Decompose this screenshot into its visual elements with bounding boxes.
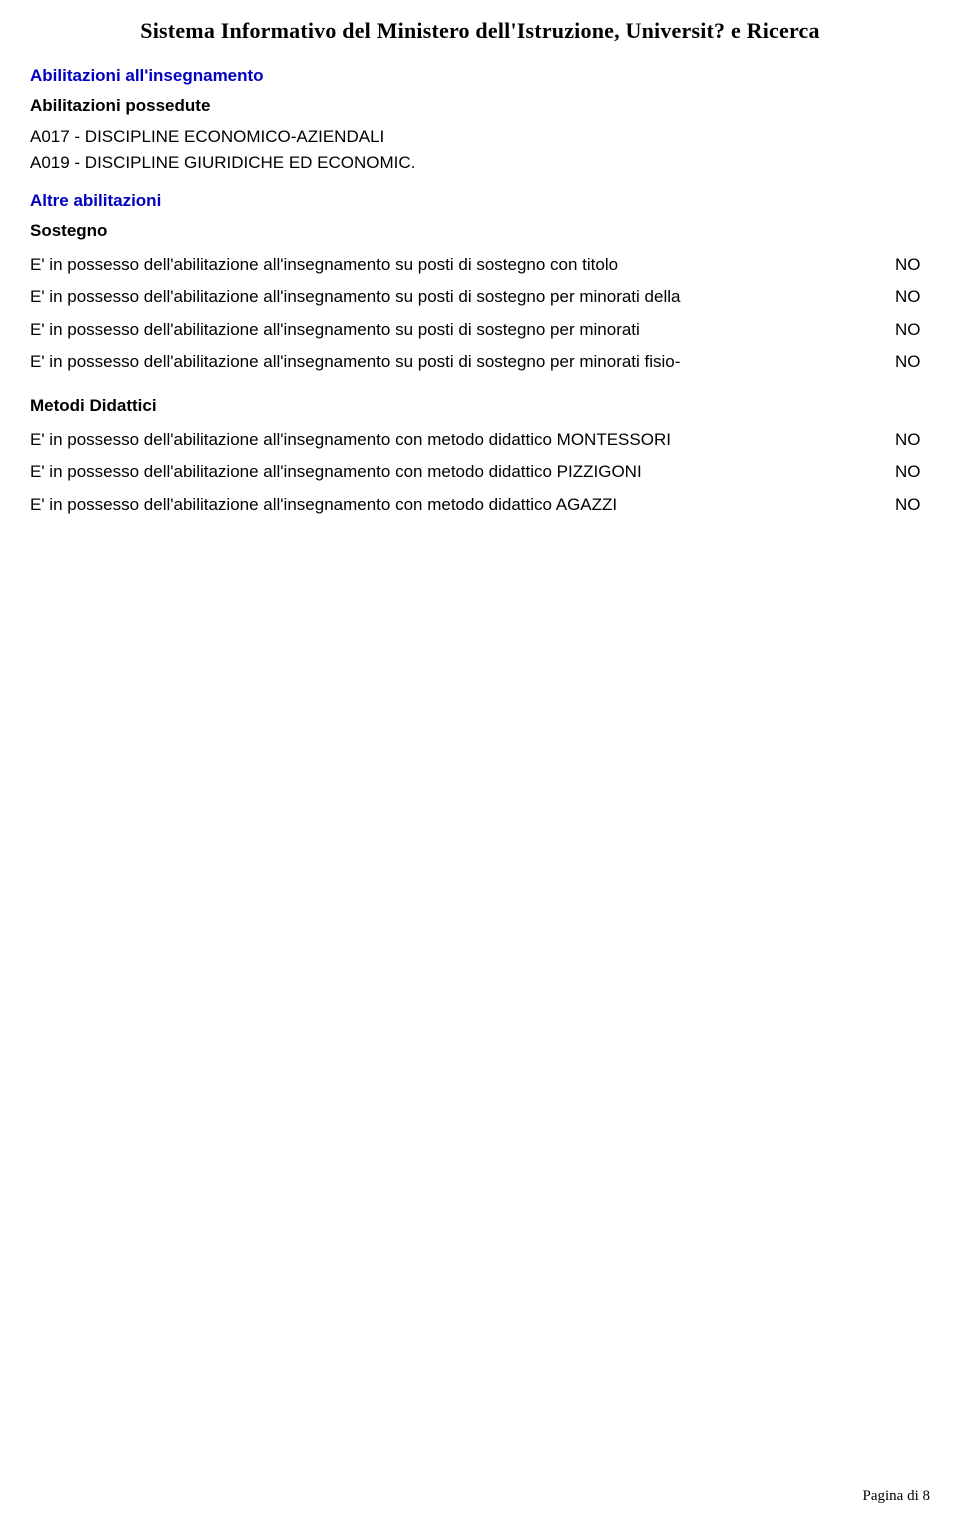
row-value: NO xyxy=(895,456,930,488)
heading-abilitazioni-possedute: Abilitazioni possedute xyxy=(30,96,930,116)
heading-metodi-didattici: Metodi Didattici xyxy=(30,396,930,416)
row-label: E' in possesso dell'abilitazione all'ins… xyxy=(30,424,895,456)
row-value: NO xyxy=(895,346,930,378)
document-page: Sistema Informativo del Ministero dell'I… xyxy=(0,0,960,1521)
row-label: E' in possesso dell'abilitazione all'ins… xyxy=(30,456,895,488)
heading-abilitazioni-insegnamento: Abilitazioni all'insegnamento xyxy=(30,66,930,86)
sostegno-row: E' in possesso dell'abilitazione all'ins… xyxy=(30,314,930,346)
row-value: NO xyxy=(895,249,930,281)
row-label: E' in possesso dell'abilitazione all'ins… xyxy=(30,346,895,378)
section-abilitazioni-insegnamento: Abilitazioni all'insegnamento Abilitazio… xyxy=(30,66,930,175)
row-value: NO xyxy=(895,489,930,521)
metodi-row: E' in possesso dell'abilitazione all'ins… xyxy=(30,424,930,456)
heading-sostegno: Sostegno xyxy=(30,221,930,241)
page-footer: Pagina di 8 xyxy=(863,1488,931,1505)
metodi-row: E' in possesso dell'abilitazione all'ins… xyxy=(30,489,930,521)
sostegno-row: E' in possesso dell'abilitazione all'ins… xyxy=(30,346,930,378)
row-label: E' in possesso dell'abilitazione all'ins… xyxy=(30,314,895,346)
heading-altre-abilitazioni: Altre abilitazioni xyxy=(30,191,930,211)
sostegno-row: E' in possesso dell'abilitazione all'ins… xyxy=(30,249,930,281)
possedute-item: A019 - DISCIPLINE GIURIDICHE ED ECONOMIC… xyxy=(30,150,930,176)
sostegno-row: E' in possesso dell'abilitazione all'ins… xyxy=(30,281,930,313)
possedute-item: A017 - DISCIPLINE ECONOMICO-AZIENDALI xyxy=(30,124,930,150)
document-title: Sistema Informativo del Ministero dell'I… xyxy=(30,18,930,44)
row-value: NO xyxy=(895,281,930,313)
section-altre-abilitazioni: Altre abilitazioni Sostegno E' in posses… xyxy=(30,191,930,521)
row-value: NO xyxy=(895,314,930,346)
row-value: NO xyxy=(895,424,930,456)
row-label: E' in possesso dell'abilitazione all'ins… xyxy=(30,489,895,521)
metodi-row: E' in possesso dell'abilitazione all'ins… xyxy=(30,456,930,488)
row-label: E' in possesso dell'abilitazione all'ins… xyxy=(30,281,895,313)
row-label: E' in possesso dell'abilitazione all'ins… xyxy=(30,249,895,281)
